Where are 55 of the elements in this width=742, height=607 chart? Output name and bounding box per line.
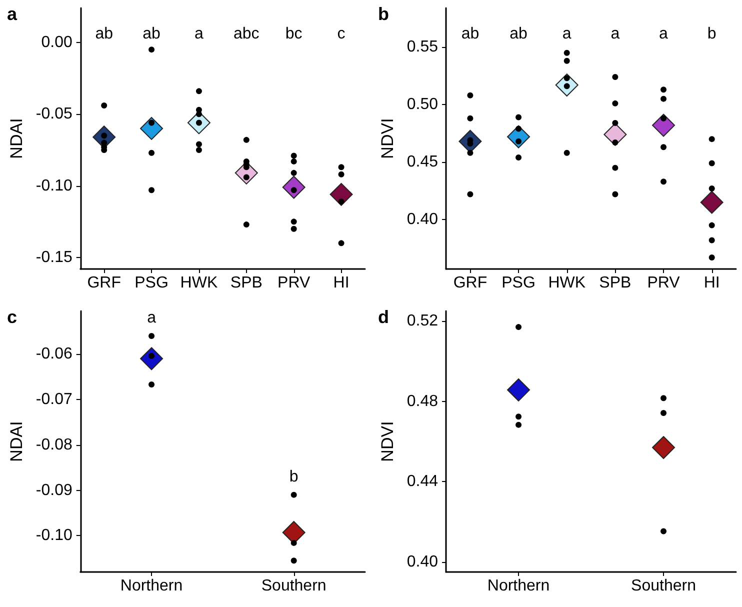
- annotation: a: [562, 26, 572, 42]
- x-tick-label: PSG: [502, 274, 536, 292]
- x-tick-label: SPB: [599, 274, 632, 292]
- y-tick-label: 0.40: [406, 553, 438, 570]
- x-tick-label: PRV: [278, 274, 310, 292]
- y-axis-title: NDAI: [7, 118, 26, 159]
- x-tick-label: HWK: [180, 274, 218, 292]
- y-tick-label: 0.00: [41, 34, 72, 51]
- x-tick-label: Southern: [631, 578, 696, 594]
- annotation: a: [194, 26, 204, 42]
- y-tick-label: 0.40: [406, 211, 438, 228]
- y-tick-label: -0.06: [36, 346, 72, 363]
- chart-title: a: [7, 4, 18, 24]
- annotation: b: [289, 468, 298, 486]
- y-tick-label: 0.50: [406, 96, 438, 114]
- annotation: ab: [510, 26, 528, 42]
- chart-title: d: [378, 307, 389, 327]
- annotation: abc: [234, 26, 260, 42]
- y-tick-label: 0.44: [406, 473, 438, 490]
- y-tick-label: -0.10: [36, 527, 72, 544]
- x-tick-label: PSG: [134, 274, 168, 292]
- chart-title: c: [7, 307, 18, 327]
- y-tick-label: -0.07: [36, 391, 72, 408]
- annotation: a: [610, 26, 620, 42]
- x-tick-label: Northern: [120, 578, 183, 594]
- y-tick-label: 0.55: [406, 38, 438, 56]
- y-tick-label: 0.45: [406, 154, 438, 171]
- annotation: a: [659, 26, 668, 42]
- y-tick-label: -0.08: [36, 436, 72, 454]
- annotation: a: [147, 309, 156, 326]
- annotation: b: [707, 26, 716, 42]
- y-tick-label: 0.48: [406, 392, 438, 410]
- x-tick-label: HI: [704, 274, 720, 292]
- annotation: ab: [95, 26, 114, 42]
- y-tick-label: 0.52: [406, 312, 438, 330]
- annotation: c: [337, 26, 346, 42]
- y-axis-title: NDVI: [378, 421, 397, 462]
- y-axis-title: NDVI: [378, 118, 397, 159]
- x-tick-label: SPB: [230, 274, 262, 292]
- x-tick-label: PRV: [647, 274, 680, 292]
- x-tick-label: HI: [333, 274, 350, 292]
- y-tick-label: -0.15: [36, 249, 72, 266]
- y-tick-label: -0.09: [36, 482, 72, 499]
- annotation: ab: [142, 26, 161, 42]
- y-tick-label: -0.10: [36, 177, 72, 194]
- annotation: bc: [285, 26, 302, 42]
- x-tick-label: Southern: [261, 578, 326, 594]
- annotation: ab: [461, 26, 480, 42]
- x-tick-label: HWK: [548, 274, 586, 292]
- y-tick-label: -0.05: [36, 106, 72, 123]
- x-tick-label: Northern: [487, 578, 550, 594]
- x-tick-label: GRF: [87, 274, 122, 292]
- chart-title: b: [378, 4, 389, 24]
- x-tick-label: GRF: [453, 274, 488, 292]
- y-axis-title: NDAI: [7, 421, 26, 462]
